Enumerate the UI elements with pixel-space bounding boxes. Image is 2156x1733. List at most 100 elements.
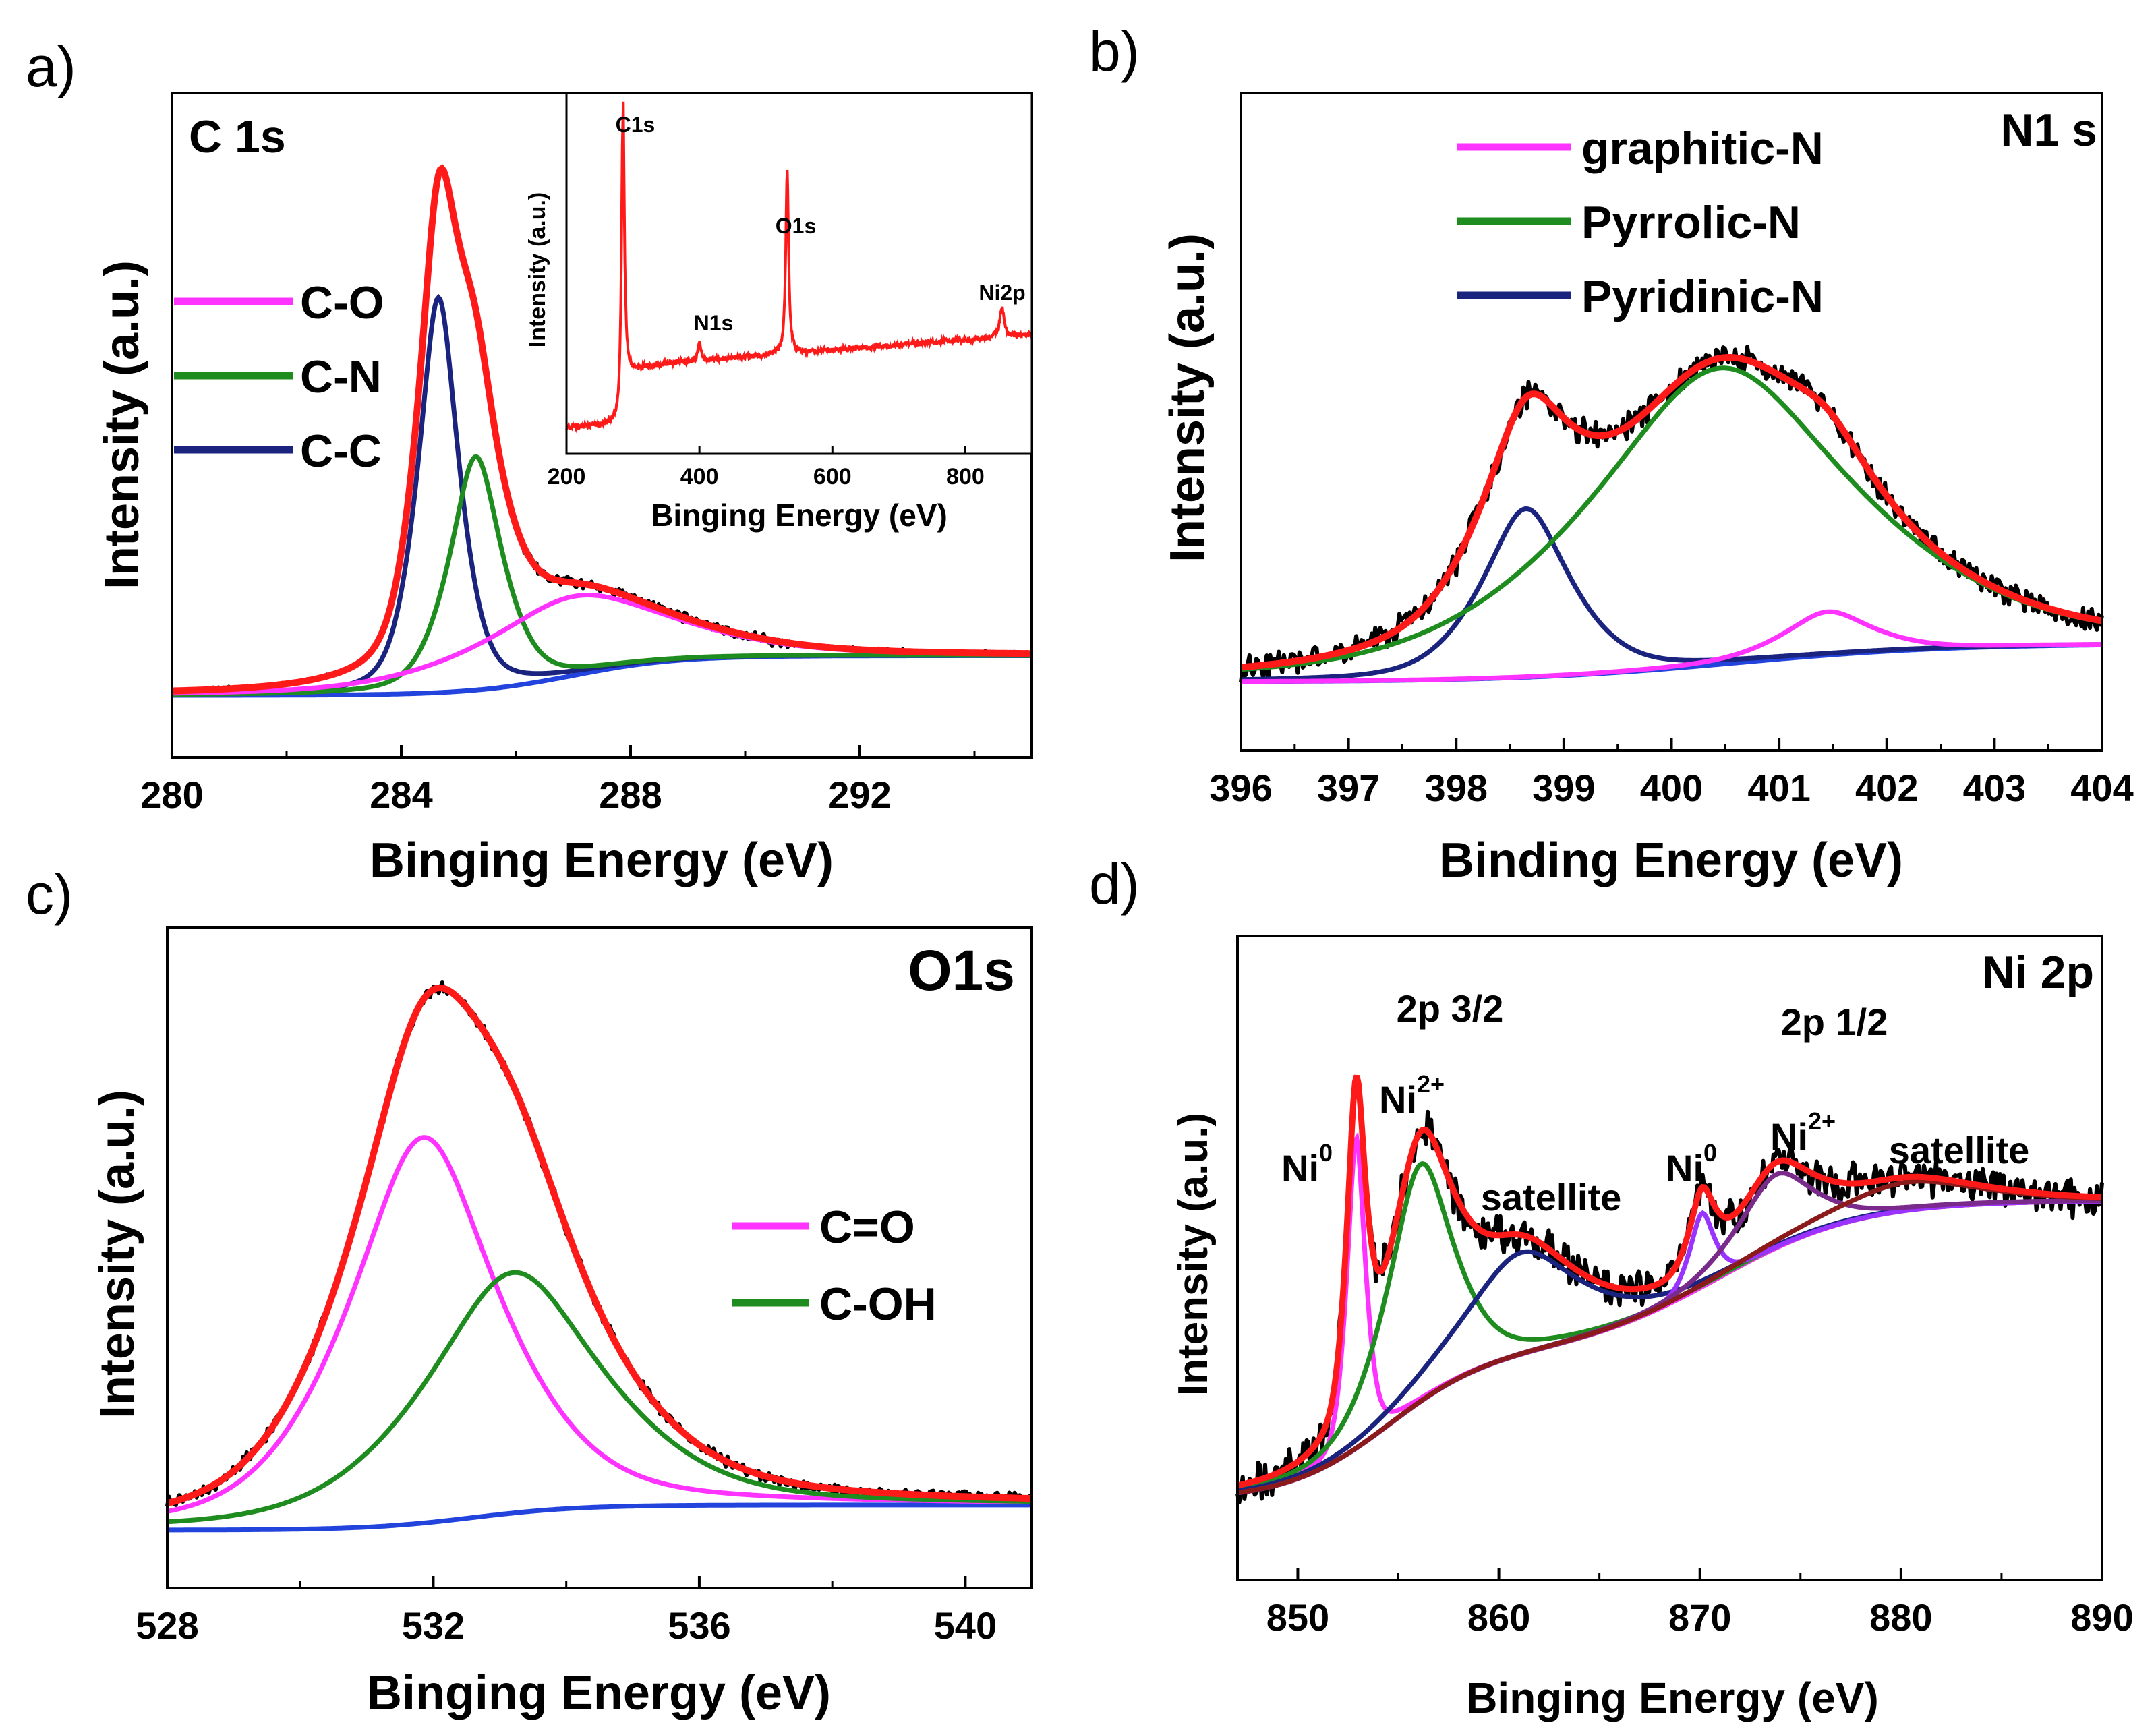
d-background-line bbox=[1237, 1198, 2102, 1496]
b-xtick-label: 396 bbox=[1209, 767, 1272, 809]
b-xtick-label: 403 bbox=[1963, 767, 2026, 809]
c-xtick-label: 528 bbox=[136, 1604, 198, 1647]
inset-label-o1s: O1s bbox=[776, 214, 816, 238]
legend-label-c-n: C-N bbox=[300, 351, 382, 403]
c-fit-envelope bbox=[166, 984, 1032, 1507]
a-xtick-label: 280 bbox=[140, 773, 203, 816]
d-fit-envelope bbox=[1236, 1074, 2103, 1489]
a-fit-envelope bbox=[171, 164, 1032, 695]
legend-label-c-oh: C-OH bbox=[819, 1279, 937, 1330]
panel-c-title: O1s bbox=[908, 939, 1015, 1002]
panel-b-xlabel: Binding Energy (eV) bbox=[1439, 833, 1903, 887]
panel-d-ylabel: Intensity (a.u.) bbox=[1170, 1113, 1217, 1396]
a-xtick-label: 284 bbox=[370, 773, 432, 816]
c-xtick-label: 532 bbox=[402, 1604, 465, 1647]
panel-a-c1s: a) C 1s Binging Energy (eV) Intensity (a… bbox=[26, 35, 1033, 887]
panel-a-xlabel: Binging Energy (eV) bbox=[370, 833, 834, 887]
legend-label-graphitic-n: graphitic-N bbox=[1581, 123, 1824, 174]
panel-b-title: N1 s bbox=[2000, 105, 2097, 156]
panel-c-o1s: c) O1s Binging Energy (eV) Intensity (a.… bbox=[26, 862, 1033, 1720]
legend-label-pyridinic-n: Pyridinic-N bbox=[1581, 271, 1824, 322]
inset-ylabel: Intensity (a.u.) bbox=[525, 192, 550, 347]
panel-c-letter: c) bbox=[26, 862, 73, 926]
panel-d-plot bbox=[1235, 1074, 2104, 1504]
inset-xtick-label: 200 bbox=[548, 464, 586, 490]
panel-c-xlabel: Binging Energy (eV) bbox=[367, 1666, 831, 1720]
inset-label-ni2p: Ni2p bbox=[979, 281, 1025, 305]
legend-label-pyrrolic-n: Pyrrolic-N bbox=[1581, 197, 1801, 248]
panel-a-legend: C-O C-N C-C bbox=[174, 277, 384, 477]
panel-b-xticks: 396 397 398 399 400 401 402 403 404 bbox=[1209, 738, 2134, 809]
annotation-satellite-2: satellite bbox=[1889, 1129, 2030, 1171]
legend-label-c-c: C-C bbox=[300, 425, 382, 477]
panel-d-letter: d) bbox=[1089, 852, 1140, 916]
panel-c-xticks: 528 532 536 540 bbox=[136, 1576, 997, 1647]
b-fit-pyridinic-n bbox=[1241, 506, 2102, 682]
a-xtick-label: 292 bbox=[828, 773, 891, 816]
b-xtick-label: 397 bbox=[1317, 767, 1380, 809]
b-fit-pyrrolic-n bbox=[1240, 365, 2103, 672]
panel-d-frame bbox=[1236, 935, 2103, 1581]
species-ni2plus-a: Ni2+ bbox=[1379, 1070, 1445, 1121]
inset-label-n1s: N1s bbox=[694, 311, 734, 335]
legend-label-c-o: C-O bbox=[300, 277, 384, 328]
b-xtick-label: 398 bbox=[1425, 767, 1488, 809]
b-fit-envelope bbox=[1240, 354, 2103, 671]
annotation-2p32: 2p 3/2 bbox=[1397, 987, 1504, 1030]
panel-a-inset-survey: 200 400 600 800 Binging Energy (eV) Intensi… bbox=[525, 92, 1033, 533]
species-ni0-b: Ni0 bbox=[1666, 1139, 1717, 1189]
species-ni2plus-b: Ni2+ bbox=[1770, 1107, 1836, 1158]
panel-b-n1s: b) N1 s Binding Energy (eV) Intensity (a… bbox=[1089, 20, 2134, 887]
legend-label-c-double-o: C=O bbox=[819, 1202, 915, 1253]
b-xtick-label: 401 bbox=[1747, 767, 1810, 809]
d-xtick-label: 860 bbox=[1467, 1596, 1530, 1639]
panel-c-ylabel: Intensity (a.u.) bbox=[90, 1090, 144, 1419]
panel-b-letter: b) bbox=[1089, 20, 1140, 83]
b-xtick-label: 402 bbox=[1855, 767, 1918, 809]
panel-a-ylabel: Intensity (a.u.) bbox=[95, 260, 149, 589]
inset-plot bbox=[565, 101, 1033, 434]
panel-b-plot bbox=[1239, 345, 2104, 684]
a-xtick-label: 288 bbox=[599, 773, 662, 816]
inset-survey-line bbox=[565, 101, 1033, 434]
panel-a-letter: a) bbox=[26, 35, 76, 98]
panel-b-legend: graphitic-N Pyrrolic-N Pyridinic-N bbox=[1457, 123, 1824, 322]
panel-d-ni2p: d) Ni 2p Binging Energy (eV) Intensity (… bbox=[1089, 852, 2134, 1722]
d-xtick-label: 850 bbox=[1266, 1596, 1329, 1639]
inset-label-c1s: C1s bbox=[616, 113, 655, 137]
panel-a-xticks: 280 284 288 292 bbox=[140, 745, 976, 816]
inset-frame bbox=[565, 92, 1033, 455]
d-fit-ni0-2p-1-2 bbox=[1237, 1198, 2102, 1496]
b-xtick-label: 400 bbox=[1640, 767, 1703, 809]
annotation-satellite-1: satellite bbox=[1481, 1176, 1622, 1218]
panel-c-legend: C=O C-OH bbox=[732, 1202, 937, 1330]
b-xtick-label: 399 bbox=[1532, 767, 1595, 809]
c-xtick-label: 540 bbox=[934, 1604, 997, 1647]
a-fit-c-n bbox=[171, 454, 1032, 697]
inset-background bbox=[566, 93, 1032, 454]
inset-xtick-label: 800 bbox=[946, 464, 985, 490]
d-xtick-label: 880 bbox=[1869, 1596, 1932, 1639]
panel-a-plot bbox=[171, 164, 1032, 698]
c-xtick-label: 536 bbox=[668, 1604, 730, 1647]
panel-b-ylabel: Intensity (a.u.) bbox=[1161, 233, 1215, 562]
c-fit-c-oh bbox=[167, 1270, 1032, 1525]
inset-xtick-label: 400 bbox=[680, 464, 719, 490]
inset-xlabel: Binging Energy (eV) bbox=[651, 498, 948, 533]
inset-xticks: 200 400 600 800 bbox=[548, 446, 985, 490]
panel-a-title: C 1s bbox=[189, 111, 286, 163]
species-ni0-a: Ni0 bbox=[1281, 1139, 1333, 1189]
c-background-line bbox=[167, 1502, 1032, 1533]
b-xtick-label: 404 bbox=[2070, 767, 2133, 809]
panel-c-frame bbox=[166, 926, 1033, 1589]
panel-d-title: Ni 2p bbox=[1982, 947, 2094, 998]
inset-xtick-label: 600 bbox=[813, 464, 852, 490]
d-fit-satellite-2p-3-2 bbox=[1237, 1198, 2102, 1494]
d-xtick-label: 870 bbox=[1668, 1596, 1731, 1639]
b-fit-graphitic-n bbox=[1241, 609, 2102, 684]
panel-c-plot bbox=[165, 980, 1033, 1533]
panel-d-xticks: 850 860 870 880 890 bbox=[1266, 1568, 2134, 1639]
d-xtick-label: 890 bbox=[2070, 1596, 2133, 1639]
annotation-2p12: 2p 1/2 bbox=[1781, 1001, 1888, 1043]
